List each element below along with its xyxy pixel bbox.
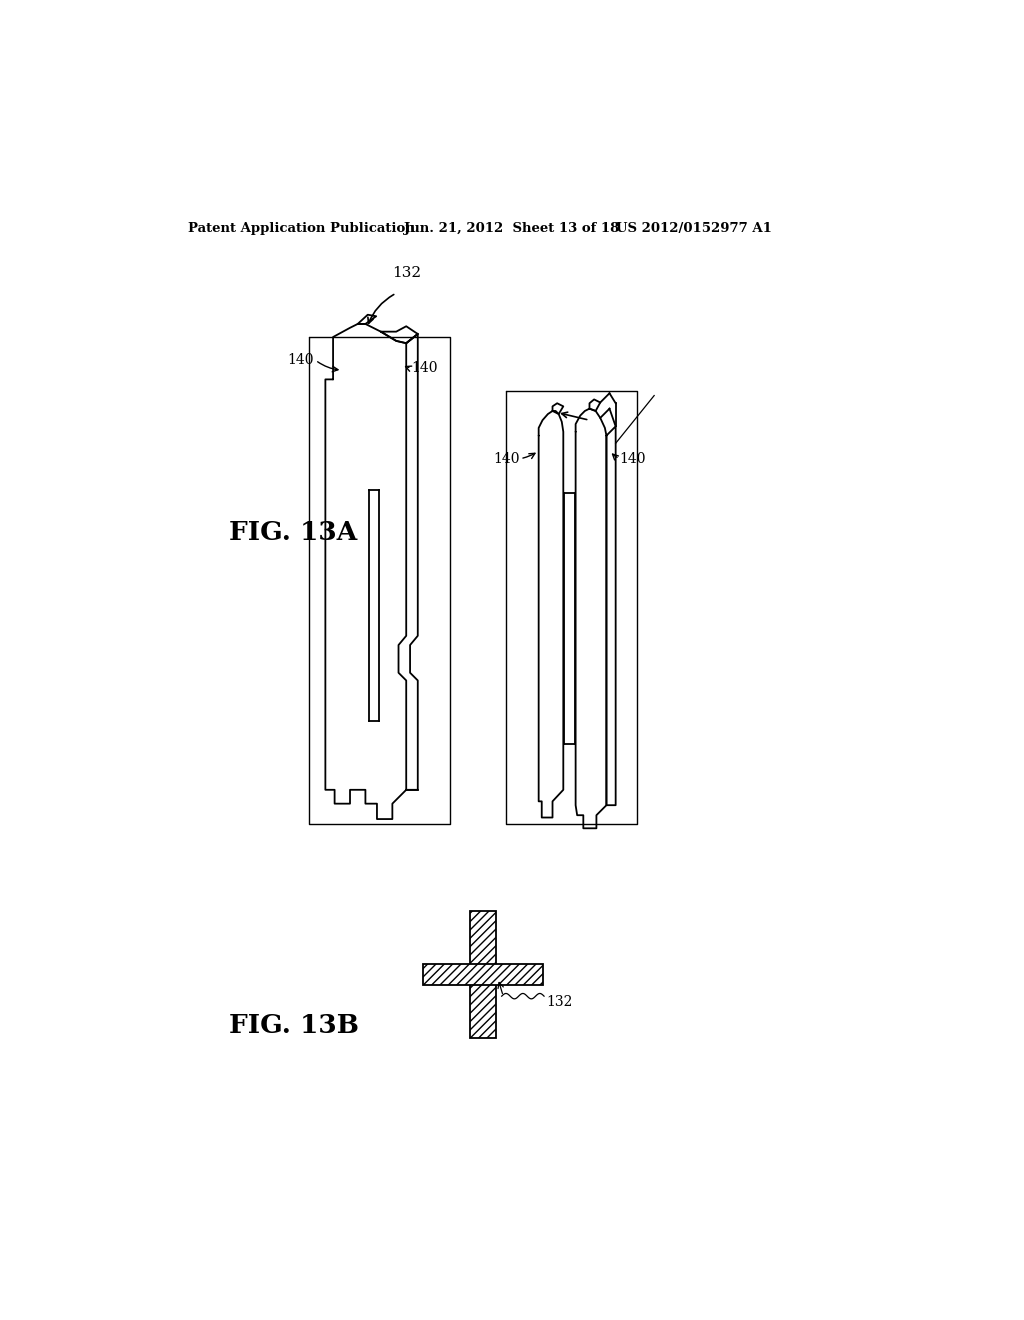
Polygon shape	[423, 964, 544, 985]
Text: US 2012/0152977 A1: US 2012/0152977 A1	[615, 222, 771, 235]
Text: Jun. 21, 2012  Sheet 13 of 18: Jun. 21, 2012 Sheet 13 of 18	[403, 222, 620, 235]
Text: 140: 140	[493, 451, 519, 466]
Text: FIG. 13A: FIG. 13A	[229, 520, 357, 545]
Text: 140: 140	[620, 451, 646, 466]
Text: 132: 132	[392, 267, 422, 280]
Text: 140: 140	[412, 360, 438, 375]
Text: 132: 132	[547, 994, 572, 1008]
Text: FIG. 13B: FIG. 13B	[229, 1014, 359, 1038]
Polygon shape	[470, 911, 497, 1038]
Text: Patent Application Publication: Patent Application Publication	[188, 222, 415, 235]
Text: 140: 140	[288, 354, 313, 367]
